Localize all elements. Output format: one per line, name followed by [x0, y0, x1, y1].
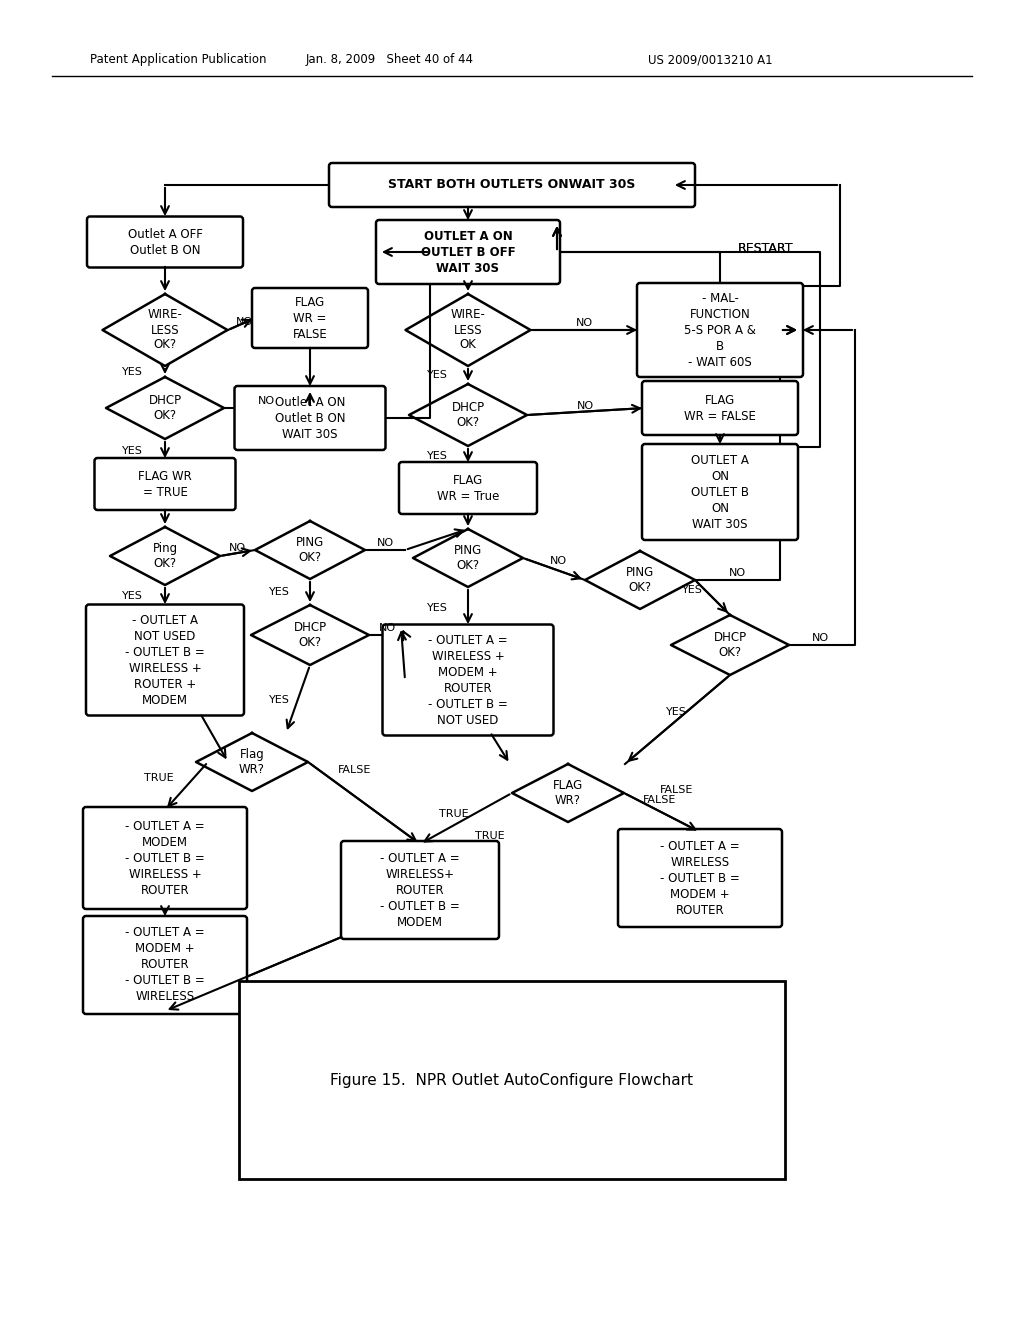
Text: TRUE: TRUE — [475, 832, 505, 841]
Text: YES: YES — [269, 696, 290, 705]
Text: YES: YES — [427, 603, 449, 612]
Text: RESTART: RESTART — [738, 242, 794, 255]
FancyBboxPatch shape — [642, 444, 798, 540]
Text: OUTLET A ON
OUTLET B OFF
WAIT 30S: OUTLET A ON OUTLET B OFF WAIT 30S — [421, 230, 515, 275]
FancyBboxPatch shape — [383, 624, 554, 735]
FancyBboxPatch shape — [341, 841, 499, 939]
Text: FALSE: FALSE — [643, 795, 677, 805]
FancyBboxPatch shape — [87, 216, 243, 268]
FancyBboxPatch shape — [83, 807, 247, 909]
Text: FALSE: FALSE — [338, 766, 372, 775]
Text: TRUE: TRUE — [144, 774, 174, 783]
FancyBboxPatch shape — [618, 829, 782, 927]
Text: Patent Application Publication: Patent Application Publication — [90, 54, 266, 66]
Text: OUTLET A
ON
OUTLET B
ON
WAIT 30S: OUTLET A ON OUTLET B ON WAIT 30S — [691, 454, 749, 531]
Text: FLAG WR
= TRUE: FLAG WR = TRUE — [138, 470, 191, 499]
Text: DHCP
OK?: DHCP OK? — [714, 631, 746, 659]
Text: Outlet A ON
Outlet B ON
WAIT 30S: Outlet A ON Outlet B ON WAIT 30S — [274, 396, 345, 441]
Text: DHCP
OK?: DHCP OK? — [452, 401, 484, 429]
Polygon shape — [671, 615, 790, 675]
Text: NO: NO — [257, 396, 274, 407]
Polygon shape — [585, 550, 695, 609]
Polygon shape — [406, 294, 530, 366]
FancyBboxPatch shape — [86, 605, 244, 715]
Text: PING
OK?: PING OK? — [626, 566, 654, 594]
FancyBboxPatch shape — [642, 381, 798, 436]
Text: WIRE-
LESS
OK: WIRE- LESS OK — [451, 309, 485, 351]
Text: - OUTLET A =
WIRELESS+
ROUTER
- OUTLET B =
MODEM: - OUTLET A = WIRELESS+ ROUTER - OUTLET B… — [380, 851, 460, 928]
Text: NO: NO — [377, 539, 393, 548]
FancyBboxPatch shape — [94, 458, 236, 510]
FancyBboxPatch shape — [252, 288, 368, 348]
Text: YES: YES — [122, 446, 143, 455]
Text: FLAG
WR?: FLAG WR? — [553, 779, 583, 807]
Text: - MAL-
FUNCTION
5-S POR A &
B
- WAIT 60S: - MAL- FUNCTION 5-S POR A & B - WAIT 60S — [684, 292, 756, 368]
Text: DHCP
OK?: DHCP OK? — [148, 393, 181, 422]
Text: - OUTLET A
NOT USED
- OUTLET B =
WIRELESS +
ROUTER +
MODEM: - OUTLET A NOT USED - OUTLET B = WIRELES… — [125, 614, 205, 706]
Text: YES: YES — [122, 591, 143, 601]
FancyBboxPatch shape — [376, 220, 560, 284]
Polygon shape — [251, 605, 369, 665]
Text: YES: YES — [682, 585, 703, 595]
Text: FLAG
WR =
FALSE: FLAG WR = FALSE — [293, 296, 328, 341]
Text: NO: NO — [811, 634, 828, 643]
FancyBboxPatch shape — [329, 162, 695, 207]
Polygon shape — [409, 384, 527, 446]
FancyBboxPatch shape — [83, 916, 247, 1014]
FancyBboxPatch shape — [399, 462, 537, 513]
Text: NO: NO — [236, 317, 253, 327]
Text: US 2009/0013210 A1: US 2009/0013210 A1 — [648, 54, 772, 66]
Polygon shape — [110, 527, 220, 585]
Text: - OUTLET A =
WIRELESS
- OUTLET B =
MODEM +
ROUTER: - OUTLET A = WIRELESS - OUTLET B = MODEM… — [660, 840, 740, 916]
Text: YES: YES — [427, 451, 449, 461]
Text: RESTART: RESTART — [738, 242, 794, 255]
Polygon shape — [413, 529, 523, 587]
Polygon shape — [106, 378, 224, 440]
Text: PING
OK?: PING OK? — [454, 544, 482, 572]
Text: - OUTLET A =
WIRELESS +
MODEM +
ROUTER
- OUTLET B =
NOT USED: - OUTLET A = WIRELESS + MODEM + ROUTER -… — [428, 634, 508, 726]
Text: Outlet A OFF
Outlet B ON: Outlet A OFF Outlet B ON — [128, 227, 203, 256]
Text: YES: YES — [122, 367, 143, 378]
Text: NO: NO — [575, 318, 593, 327]
Text: NO: NO — [379, 623, 395, 634]
Text: Flag
WR?: Flag WR? — [239, 748, 265, 776]
Polygon shape — [196, 733, 308, 791]
Text: Ping
OK?: Ping OK? — [153, 543, 177, 570]
Text: PING
OK?: PING OK? — [296, 536, 325, 564]
Text: YES: YES — [269, 587, 290, 597]
Text: FLAG
WR = True: FLAG WR = True — [437, 474, 499, 503]
Text: NO: NO — [228, 543, 246, 553]
Text: FLAG
WR = FALSE: FLAG WR = FALSE — [684, 393, 756, 422]
Text: Jan. 8, 2009   Sheet 40 of 44: Jan. 8, 2009 Sheet 40 of 44 — [306, 54, 474, 66]
Text: FALSE: FALSE — [660, 785, 693, 795]
Text: WIRE-
LESS
OK?: WIRE- LESS OK? — [147, 309, 182, 351]
FancyBboxPatch shape — [234, 385, 385, 450]
Text: NO: NO — [728, 568, 745, 578]
Polygon shape — [512, 764, 624, 822]
Text: YES: YES — [667, 708, 687, 717]
FancyBboxPatch shape — [637, 282, 803, 378]
Text: DHCP
OK?: DHCP OK? — [294, 620, 327, 649]
Text: Figure 15.  NPR Outlet AutoConfigure Flowchart: Figure 15. NPR Outlet AutoConfigure Flow… — [331, 1072, 693, 1088]
Text: START BOTH OUTLETS ONWAIT 30S: START BOTH OUTLETS ONWAIT 30S — [388, 178, 636, 191]
Text: - OUTLET A =
MODEM
- OUTLET B =
WIRELESS +
ROUTER: - OUTLET A = MODEM - OUTLET B = WIRELESS… — [125, 820, 205, 896]
Text: YES: YES — [427, 370, 449, 380]
Text: - OUTLET A =
MODEM +
ROUTER
- OUTLET B =
WIRELESS: - OUTLET A = MODEM + ROUTER - OUTLET B =… — [125, 927, 205, 1003]
Text: NO: NO — [550, 556, 566, 566]
Polygon shape — [102, 294, 227, 366]
Text: NO: NO — [577, 401, 594, 411]
Text: TRUE: TRUE — [439, 809, 469, 818]
Polygon shape — [255, 521, 365, 579]
